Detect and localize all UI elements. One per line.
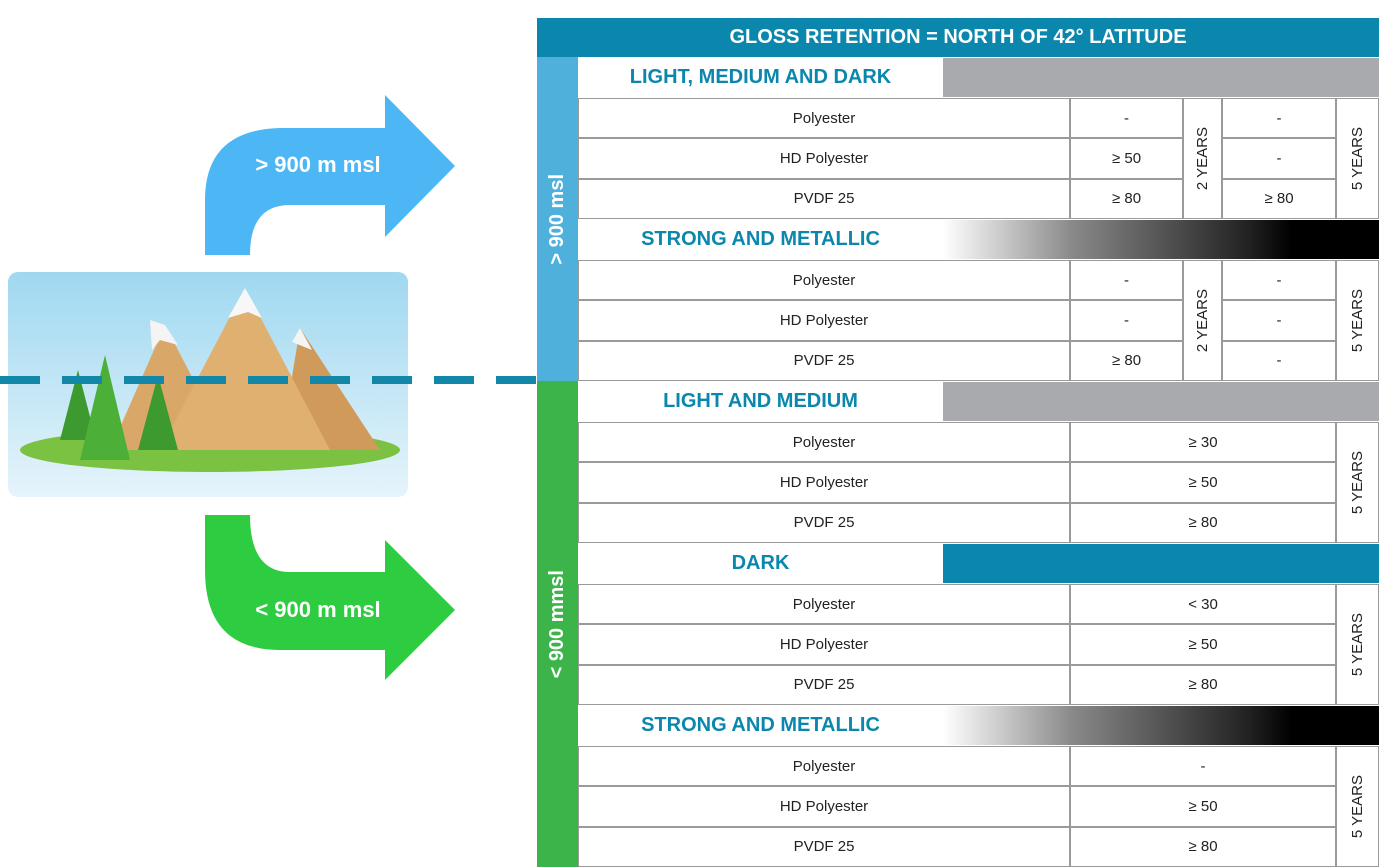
row-name: PVDF 25 xyxy=(578,826,1070,867)
row-name: HD Polyester xyxy=(578,624,1070,665)
row-name: HD Polyester xyxy=(578,138,1070,179)
section-bar xyxy=(943,219,1379,259)
table-header: GLOSS RETENTION = NORTH OF 42° LATITUDE xyxy=(537,18,1379,57)
row-value: ≥ 80 xyxy=(1070,826,1336,867)
row-value: ≥ 80 xyxy=(1070,502,1336,543)
period: 5 YEARS xyxy=(1336,98,1379,219)
arrow-label: > 900 m msl xyxy=(255,152,380,177)
row-value: - xyxy=(1070,98,1183,139)
period: 5 YEARS xyxy=(1336,583,1379,705)
arrow-label: < 900 m msl xyxy=(255,597,380,622)
row-value: < 30 xyxy=(1070,583,1336,625)
row-name: Polyester xyxy=(578,98,1070,139)
section-title: LIGHT AND MEDIUM xyxy=(663,389,858,412)
period: 5 YEARS xyxy=(1336,745,1379,867)
arrow-up xyxy=(205,95,455,255)
period: 5 YEARS xyxy=(1336,421,1379,543)
row-value: ≥ 50 xyxy=(1070,138,1183,179)
section-title: LIGHT, MEDIUM AND DARK xyxy=(629,66,892,88)
row-name: HD Polyester xyxy=(578,462,1070,503)
section-title: STRONG AND METALLIC xyxy=(641,227,880,250)
section-bar xyxy=(943,58,1379,97)
row-value: - xyxy=(1222,340,1336,381)
row-value: ≥ 80 xyxy=(1070,340,1183,381)
row-name: PVDF 25 xyxy=(578,340,1070,381)
row-value: ≥ 50 xyxy=(1070,786,1336,827)
row-name: Polyester xyxy=(578,583,1070,625)
row-value: - xyxy=(1070,745,1336,787)
section-bar xyxy=(943,381,1379,421)
row-value: ≥ 30 xyxy=(1070,421,1336,463)
row-value: ≥ 80 xyxy=(1070,664,1336,705)
row-value: - xyxy=(1070,300,1183,341)
row-value: - xyxy=(1222,259,1336,301)
row-name: Polyester xyxy=(578,745,1070,787)
zone-band: < 900 mmsl xyxy=(537,380,578,867)
row-name: PVDF 25 xyxy=(578,502,1070,543)
illustration: > 900 m msl < 900 m msl xyxy=(0,95,537,680)
arrow-down xyxy=(205,515,455,680)
period-text: 2 YEARS xyxy=(1194,288,1211,353)
period-text: 5 YEARS xyxy=(1349,126,1366,191)
period-text: 5 YEARS xyxy=(1349,450,1366,514)
row-value: - xyxy=(1070,259,1183,301)
row-name: PVDF 25 xyxy=(578,664,1070,705)
row-name: Polyester xyxy=(578,421,1070,463)
zone-label: < 900 mmsl xyxy=(546,569,568,679)
zone-band: > 900 msl xyxy=(537,57,578,381)
period: 2 YEARS xyxy=(1183,98,1222,219)
row-value: - xyxy=(1222,98,1336,139)
section-bar xyxy=(943,705,1379,745)
period-text: 2 YEARS xyxy=(1194,126,1211,191)
row-value: ≥ 80 xyxy=(1070,178,1183,219)
section-title: DARK xyxy=(731,551,790,574)
period: 5 YEARS xyxy=(1336,259,1379,381)
section-bar xyxy=(943,543,1379,583)
row-value: - xyxy=(1222,138,1336,179)
period: 2 YEARS xyxy=(1183,259,1222,381)
row-name: HD Polyester xyxy=(578,786,1070,827)
row-value: ≥ 80 xyxy=(1222,178,1336,219)
section-title: STRONG AND METALLIC xyxy=(641,713,880,736)
period-text: 5 YEARS xyxy=(1349,774,1366,838)
period-text: 5 YEARS xyxy=(1349,612,1366,676)
row-name: HD Polyester xyxy=(578,300,1070,341)
row-value: ≥ 50 xyxy=(1070,462,1336,503)
row-value: ≥ 50 xyxy=(1070,624,1336,665)
period-text: 5 YEARS xyxy=(1349,288,1366,353)
row-name: PVDF 25 xyxy=(578,178,1070,219)
row-name: Polyester xyxy=(578,259,1070,301)
zone-label: > 900 msl xyxy=(546,173,568,265)
row-value: - xyxy=(1222,300,1336,341)
